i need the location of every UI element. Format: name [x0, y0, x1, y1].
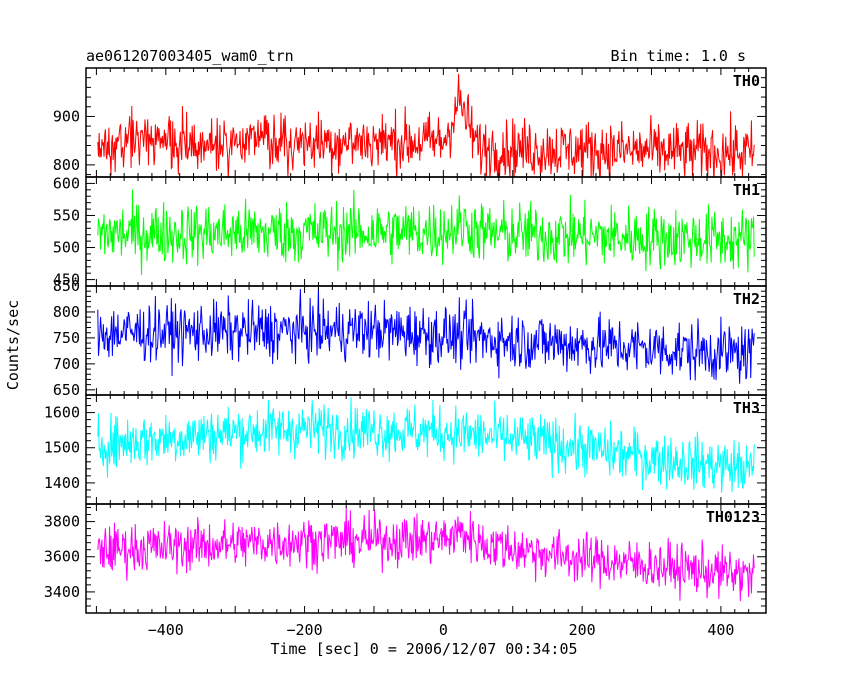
- series-th1: [97, 189, 755, 275]
- series-th3: [97, 397, 755, 493]
- series-th2: [97, 287, 755, 384]
- panel-th3: 1400 1500 1600 TH3: [44, 394, 767, 505]
- panel-frame: [85, 503, 767, 614]
- y-tick-label: 600: [53, 174, 80, 192]
- y-tick-label: 700: [53, 355, 80, 373]
- y-tick-label: 850: [53, 277, 80, 295]
- y-tick-label: 500: [53, 239, 80, 257]
- panel-label: TH3: [733, 399, 760, 417]
- panel-label: TH2: [733, 290, 760, 308]
- y-tick-label: 450: [53, 271, 80, 289]
- y-tick-label: 1600: [44, 404, 80, 422]
- panel-th2: 650 700 750 800 850 TH2: [53, 277, 767, 399]
- panel-th1: 450 500 550 600 TH1: [53, 174, 767, 289]
- y-axis-label: Counts/sec: [4, 300, 22, 390]
- panel-th0123: 3400 3600 3800 TH0123: [44, 503, 767, 614]
- panel-th0: 800 900 TH0: [53, 67, 767, 178]
- panels: 800 900 TH0 450 500 550 600 TH1 650 700 750 800 850 T…: [44, 67, 767, 614]
- x-axis: −400 −200 0 200 400: [148, 621, 735, 639]
- x-tick-label: 200: [569, 621, 596, 639]
- x-axis-label: Time [sec] 0 = 2006/12/07 00:34:05: [270, 640, 577, 658]
- y-tick-label: 1400: [44, 474, 80, 492]
- y-tick-label: 3400: [44, 583, 80, 601]
- x-tick-label: 0: [439, 621, 448, 639]
- source-title: ae061207003405_wam0_trn: [86, 47, 294, 65]
- x-tick-label: −400: [148, 621, 184, 639]
- y-tick-label: 550: [53, 206, 80, 224]
- y-tick-label: 3600: [44, 548, 80, 566]
- series-th0: [97, 73, 755, 177]
- y-tick-label: 750: [53, 329, 80, 347]
- panel-label: TH0123: [706, 508, 760, 526]
- y-tick-label: 800: [53, 156, 80, 174]
- panel-label: TH1: [733, 181, 760, 199]
- series-th0123: [97, 506, 755, 602]
- bin-time-label: Bin time: 1.0 s: [611, 47, 746, 65]
- y-tick-label: 900: [53, 107, 80, 125]
- x-tick-label: −200: [287, 621, 323, 639]
- panel-label: TH0: [733, 72, 760, 90]
- y-tick-label: 3800: [44, 513, 80, 531]
- y-tick-label: 1500: [44, 439, 80, 457]
- y-tick-label: 650: [53, 381, 80, 399]
- y-tick-label: 800: [53, 303, 80, 321]
- x-tick-label: 400: [707, 621, 734, 639]
